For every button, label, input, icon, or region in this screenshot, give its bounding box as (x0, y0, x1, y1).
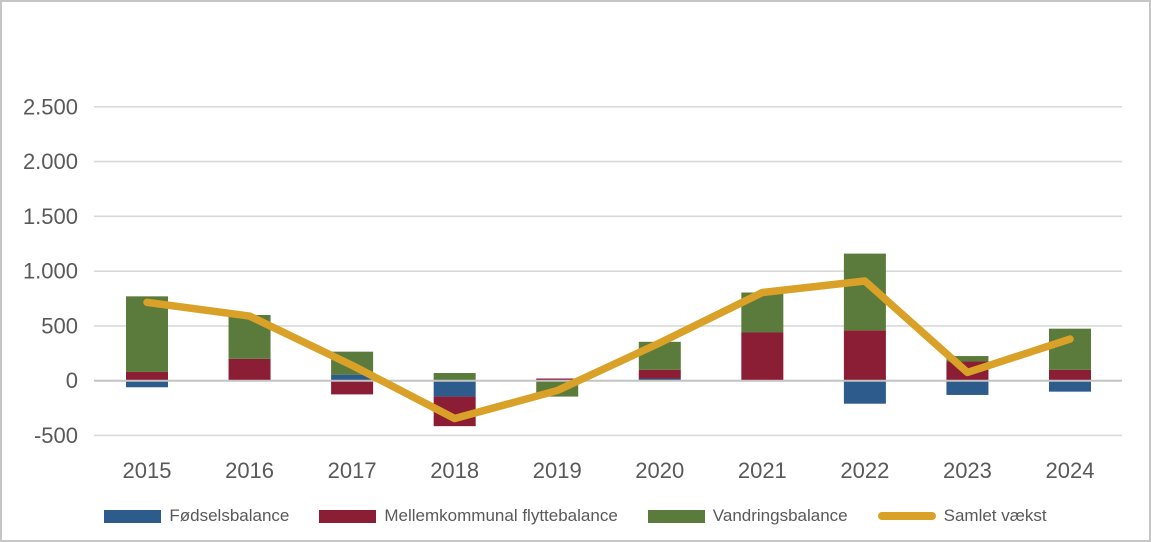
legend-label: Vandringsbalance (712, 506, 848, 525)
bar-segment-2020 (638, 378, 681, 381)
bar-segment-2021 (741, 332, 784, 381)
bar-segment-2016 (228, 358, 271, 381)
bar-segment-2020 (638, 369, 681, 379)
x-axis-label-2022: 2022 (840, 458, 889, 483)
bar-segment-2017 (331, 380, 374, 395)
legend-label: Samlet vækst (943, 506, 1047, 525)
bar-segment-2022 (843, 380, 886, 404)
x-axis-label-2016: 2016 (225, 458, 274, 483)
legend-bar-swatch (319, 509, 377, 523)
y-axis-tick-label: -500 (34, 423, 78, 448)
x-axis-label-2021: 2021 (738, 458, 787, 483)
x-axis-label-2018: 2018 (430, 458, 479, 483)
bar-segment-2024 (1049, 369, 1091, 381)
legend-line-swatch (877, 512, 936, 520)
bar-segment-2018 (433, 373, 476, 381)
legend-label: Mellemkommunal flyttebalance (384, 506, 618, 525)
bar-segment-2015 (126, 371, 168, 381)
bar-segment-2022 (843, 330, 886, 381)
bar-segment-2015 (126, 296, 168, 372)
legend-bar-swatch (104, 509, 162, 523)
bar-segment-2017 (331, 374, 374, 381)
y-axis-tick-label: 500 (41, 313, 78, 338)
bar-segment-2023 (946, 380, 989, 395)
bar-segment-2024 (1049, 328, 1091, 370)
bar-segment-2019 (536, 378, 579, 381)
x-axis-label-2019: 2019 (533, 458, 582, 483)
x-axis-label-2024: 2024 (1046, 458, 1095, 483)
bar-segment-2023 (946, 356, 989, 362)
bar-segment-2018 (433, 380, 476, 397)
x-axis-label-2017: 2017 (328, 458, 377, 483)
y-axis-tick-label: 2.000 (23, 149, 78, 174)
legend-item-0: Fødselsbalance (104, 506, 289, 526)
y-axis-tick-label: 1.500 (23, 204, 78, 229)
y-axis-tick-label: 1.000 (23, 259, 78, 284)
x-axis-label-2015: 2015 (123, 458, 172, 483)
y-axis-tick-label: 0 (66, 368, 78, 393)
bar-segment-2015 (126, 380, 168, 388)
legend-item-2: Vandringsbalance (647, 506, 848, 526)
y-axis-tick-label: 2.500 (23, 94, 78, 119)
x-axis-label-2023: 2023 (943, 458, 992, 483)
x-axis-label-2020: 2020 (635, 458, 684, 483)
legend-item-3: Samlet vækst (877, 506, 1047, 526)
chart-legend: Fødselsbalance Mellemkommunal flyttebalan… (2, 501, 1149, 531)
bar-segment-2024 (1049, 380, 1091, 392)
legend-bar-swatch (647, 509, 705, 523)
legend-item-1: Mellemkommunal flyttebalance (319, 506, 618, 526)
total-growth-line (143, 277, 1074, 423)
legend-label: Fødselsbalance (169, 506, 290, 525)
